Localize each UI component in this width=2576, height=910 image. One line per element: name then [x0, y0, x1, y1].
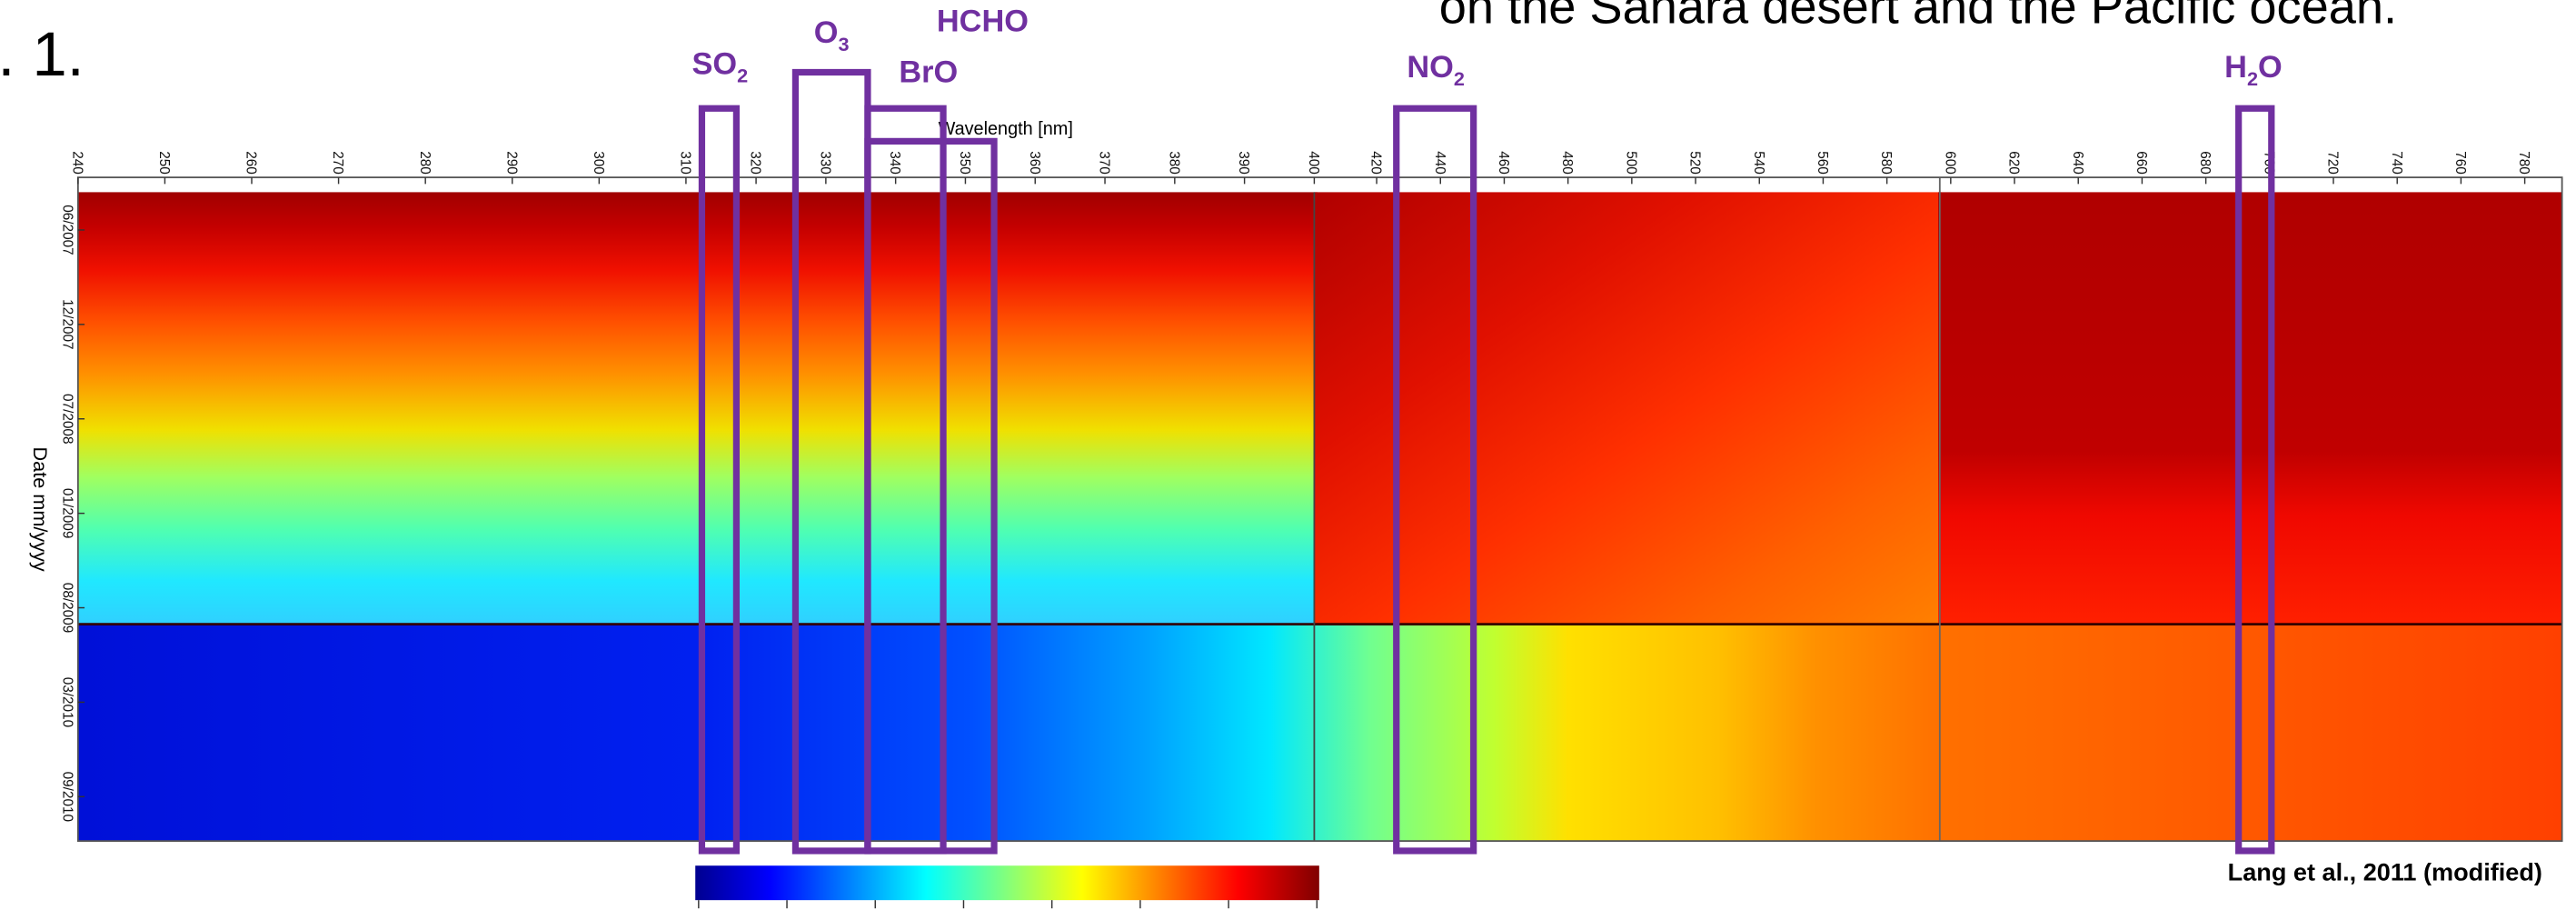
- x-tick-label: 600: [1942, 151, 1957, 175]
- x-tick-label: 370: [1097, 151, 1112, 175]
- caption-fragment: on the Sahara desert and the Pacific oce…: [1439, 0, 2397, 34]
- x-tick-label: 440: [1432, 151, 1447, 175]
- y-tick-label: 03/2010: [60, 677, 75, 727]
- absorber-box: [2235, 105, 2275, 855]
- x-tick-label: 300: [591, 151, 606, 175]
- absorber-label: BrO: [899, 55, 958, 89]
- x-tick-label: 720: [2325, 151, 2341, 175]
- absorber-subscript: 2: [2247, 67, 2258, 90]
- x-tick-label: 740: [2389, 151, 2404, 175]
- x-tick-label: 780: [2516, 151, 2531, 175]
- x-tick-label: 660: [2133, 151, 2149, 175]
- x-tick-label: 280: [417, 151, 433, 175]
- y-tick-label: 12/2007: [60, 299, 75, 349]
- absorber-box: [864, 105, 947, 855]
- x-tick-label: 340: [887, 151, 902, 175]
- x-tick-label: 330: [817, 151, 832, 175]
- y-tick-label: 06/2007: [60, 205, 75, 255]
- x-tick-label: 360: [1027, 151, 1042, 175]
- absorber-suffix: O: [2258, 50, 2283, 85]
- ticks: 240 250 260 270 280 290 300 310 320 330 340 350 360 3…: [60, 151, 2531, 909]
- y-tick-label: 07/2008: [60, 394, 75, 444]
- heatmap-region: [77, 192, 1318, 625]
- absorber-label: NO2: [1407, 50, 1465, 90]
- heatmap-region: [1314, 192, 1942, 625]
- x-axis-label: Wavelength [nm]: [939, 119, 1073, 139]
- x-tick-label: 380: [1166, 151, 1181, 175]
- x-tick-label: 350: [957, 151, 972, 175]
- heatmap-region: [77, 624, 2562, 842]
- absorber-box: [698, 105, 741, 855]
- x-tick-label: 460: [1496, 151, 1511, 175]
- x-tick-label: 240: [69, 151, 85, 175]
- x-tick-label: 680: [2197, 151, 2213, 175]
- absorber-name: HCHO: [937, 4, 1029, 38]
- x-tick-label: 250: [156, 151, 172, 175]
- heatmap: [76, 176, 2563, 843]
- x-tick-label: 270: [330, 151, 345, 175]
- y-axis-label: Date mm/yyyy: [29, 446, 52, 571]
- absorber-name: SO: [691, 46, 737, 81]
- x-tick-label: 310: [678, 151, 693, 175]
- absorber-label: H2O: [2224, 50, 2283, 90]
- x-tick-label: 760: [2452, 151, 2468, 175]
- heatmap-region: [1938, 192, 2562, 625]
- x-tick-label: 390: [1236, 151, 1251, 175]
- x-tick-label: 640: [2070, 151, 2085, 175]
- absorber-label: HCHO: [937, 4, 1029, 38]
- absorber-label: SO2: [691, 46, 748, 86]
- y-tick-label: 08/2009: [60, 583, 75, 633]
- y-tick-label: 01/2009: [60, 488, 75, 538]
- colorbar: [695, 865, 1319, 901]
- x-tick-label: 560: [1815, 151, 1830, 175]
- plot-frame: [76, 176, 2563, 843]
- credit: Lang et al., 2011 (modified): [2228, 857, 2542, 885]
- x-tick-label: 420: [1368, 151, 1384, 175]
- absorber-name: O: [814, 15, 839, 50]
- figure-label: . 1.: [0, 19, 85, 89]
- x-tick-label: 400: [1306, 151, 1321, 175]
- absorber-name: NO: [1407, 50, 1454, 85]
- absorber-subscript: 3: [839, 33, 850, 55]
- absorber-label: O3: [814, 15, 850, 55]
- x-tick-label: 480: [1559, 151, 1575, 175]
- x-tick-label: 320: [748, 151, 763, 175]
- y-tick-label: 09/2010: [60, 772, 75, 822]
- absorber-name: H: [2224, 50, 2247, 85]
- absorber-name: BrO: [899, 55, 958, 89]
- x-tick-label: 500: [1623, 151, 1638, 175]
- x-tick-label: 540: [1751, 151, 1766, 175]
- absorber-subscript: 2: [737, 64, 748, 86]
- x-tick-label: 620: [2006, 151, 2022, 175]
- absorber-box: [1393, 105, 1477, 855]
- x-tick-label: 260: [244, 151, 259, 175]
- x-tick-label: 290: [503, 151, 519, 175]
- x-tick-label: 520: [1687, 151, 1703, 175]
- x-tick-label: 580: [1878, 151, 1894, 175]
- absorber-subscript: 2: [1454, 67, 1465, 90]
